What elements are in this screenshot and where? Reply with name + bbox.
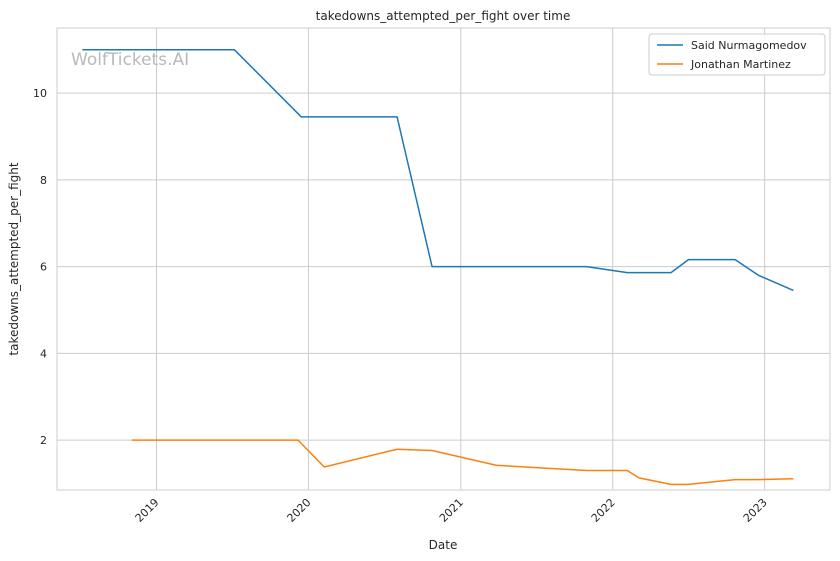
gridlines <box>57 28 830 490</box>
watermark: WolfTickets.AI <box>71 50 189 70</box>
y-axis-ticks: 2 4 6 8 10 <box>33 87 47 447</box>
y-tick-label: 10 <box>33 87 47 100</box>
series-line-said-nurmagomedov <box>82 48 794 292</box>
y-tick-label: 4 <box>40 347 47 360</box>
legend: Said Nurmagomedov Jonathan Martinez <box>648 33 826 76</box>
x-axis-title: Date <box>429 538 458 552</box>
series-lines <box>82 48 794 486</box>
y-tick-label: 8 <box>40 174 47 187</box>
y-tick-label: 2 <box>40 434 47 447</box>
y-tick-label: 6 <box>40 261 47 274</box>
legend-label-jonathan-martinez: Jonathan Martinez <box>690 58 791 71</box>
y-axis-title: takedowns_attempted_per_fight <box>7 162 21 355</box>
legend-box <box>648 33 826 76</box>
series-line-jonathan-martinez <box>131 439 794 486</box>
legend-label-said-nurmagomedov: Said Nurmagomedov <box>691 39 807 52</box>
plot-area <box>56 27 831 491</box>
chart-title: takedowns_attempted_per_fight over time <box>316 9 571 23</box>
